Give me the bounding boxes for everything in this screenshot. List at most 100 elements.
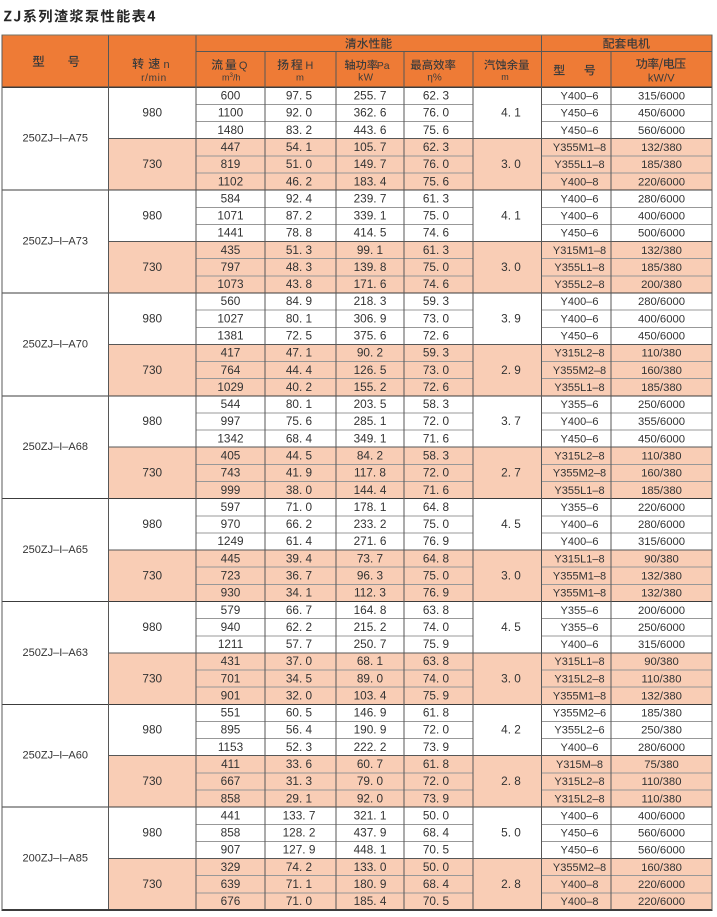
svg-text:544: 544: [221, 397, 241, 411]
svg-text:Y450–6: Y450–6: [561, 433, 599, 445]
svg-text:Y400–6: Y400–6: [561, 313, 599, 325]
svg-text:315/6000: 315/6000: [638, 639, 685, 651]
svg-text:72. 5: 72. 5: [286, 329, 313, 343]
svg-text:Y355–6: Y355–6: [561, 502, 599, 514]
svg-text:250/380: 250/380: [641, 725, 682, 737]
svg-text:60. 5: 60. 5: [286, 706, 313, 720]
svg-text:250ZJ–I–A60: 250ZJ–I–A60: [23, 750, 88, 762]
svg-text:74. 6: 74. 6: [423, 277, 450, 291]
svg-text:32. 0: 32. 0: [286, 688, 313, 702]
svg-text:239. 7: 239. 7: [354, 191, 387, 205]
svg-text:110/380: 110/380: [642, 673, 682, 685]
svg-text:321. 1: 321. 1: [354, 808, 387, 822]
svg-text:597: 597: [221, 500, 241, 514]
svg-text:68. 4: 68. 4: [423, 877, 450, 891]
svg-text:411: 411: [221, 757, 240, 771]
svg-text:103. 4: 103. 4: [354, 688, 387, 702]
svg-text:60. 7: 60. 7: [357, 757, 383, 771]
svg-text:128. 2: 128. 2: [283, 826, 316, 840]
svg-text:Y400–6: Y400–6: [561, 810, 599, 822]
svg-text:Y355M1–8: Y355M1–8: [553, 690, 606, 702]
svg-text:Y355–6: Y355–6: [561, 622, 599, 634]
svg-text:34. 5: 34. 5: [286, 671, 313, 685]
svg-text:41. 9: 41. 9: [286, 466, 312, 480]
svg-text:39. 4: 39. 4: [286, 551, 313, 565]
svg-text:75. 6: 75. 6: [423, 174, 450, 188]
svg-text:4. 1: 4. 1: [501, 106, 521, 120]
svg-text:87. 2: 87. 2: [286, 209, 312, 223]
svg-text:72. 6: 72. 6: [423, 329, 450, 343]
svg-text:907: 907: [221, 843, 241, 857]
svg-text:349. 1: 349. 1: [354, 431, 387, 445]
svg-text:5. 0: 5. 0: [501, 826, 521, 840]
svg-text:Y315M1–8: Y315M1–8: [553, 245, 606, 257]
svg-text:Y355M2–6: Y355M2–6: [553, 708, 606, 720]
svg-text:980: 980: [142, 209, 162, 223]
svg-text:Y450–6: Y450–6: [561, 228, 599, 240]
svg-text:127. 9: 127. 9: [283, 843, 316, 857]
svg-text:97. 5: 97. 5: [286, 89, 313, 103]
svg-text:51. 3: 51. 3: [286, 243, 313, 257]
svg-text:73. 0: 73. 0: [423, 363, 450, 377]
svg-text:980: 980: [142, 311, 162, 325]
svg-text:218. 3: 218. 3: [354, 294, 387, 308]
svg-text:1249: 1249: [217, 534, 243, 548]
svg-text:280/6000: 280/6000: [638, 296, 685, 308]
svg-text:70. 5: 70. 5: [423, 894, 450, 908]
svg-text:Y315L2–8: Y315L2–8: [554, 451, 604, 463]
svg-text:76. 0: 76. 0: [423, 106, 450, 120]
svg-text:Y450–6: Y450–6: [561, 845, 599, 857]
svg-text:895: 895: [221, 723, 241, 737]
svg-text:Y355–6: Y355–6: [561, 399, 599, 411]
svg-text:160/380: 160/380: [641, 468, 682, 480]
svg-text:1027: 1027: [217, 311, 243, 325]
svg-text:r/min: r/min: [141, 73, 167, 84]
svg-text:250ZJ–I–A63: 250ZJ–I–A63: [23, 647, 88, 659]
svg-text:66. 7: 66. 7: [286, 603, 312, 617]
svg-text:Q: Q: [239, 60, 248, 72]
svg-text:61. 3: 61. 3: [423, 243, 450, 257]
svg-text:250ZJ–I–A68: 250ZJ–I–A68: [23, 441, 88, 453]
svg-text:220/6000: 220/6000: [638, 176, 685, 188]
svg-text:560/6000: 560/6000: [638, 125, 685, 137]
svg-text:37. 0: 37. 0: [286, 654, 313, 668]
svg-text:579: 579: [221, 603, 241, 617]
svg-text:76. 9: 76. 9: [423, 586, 449, 600]
svg-text:858: 858: [221, 791, 241, 805]
svg-text:2. 7: 2. 7: [501, 466, 521, 480]
svg-text:280/6000: 280/6000: [638, 742, 685, 754]
svg-text:730: 730: [142, 568, 162, 582]
svg-text:75. 9: 75. 9: [423, 688, 449, 702]
svg-text:185/380: 185/380: [641, 382, 682, 394]
svg-text:Y450–6: Y450–6: [561, 331, 599, 343]
svg-text:132/380: 132/380: [641, 570, 682, 582]
svg-text:Y355L1–8: Y355L1–8: [554, 382, 604, 394]
svg-text:441: 441: [221, 808, 241, 822]
svg-text:355/6000: 355/6000: [638, 416, 685, 428]
svg-text:2. 8: 2. 8: [501, 877, 521, 891]
svg-text:Y355M2–8: Y355M2–8: [553, 365, 606, 377]
svg-text:730: 730: [142, 157, 162, 171]
svg-text:930: 930: [221, 586, 241, 600]
svg-text:178. 1: 178. 1: [354, 500, 387, 514]
svg-text:819: 819: [221, 157, 241, 171]
svg-text:Y355M1–8: Y355M1–8: [553, 588, 606, 600]
svg-text:220/6000: 220/6000: [638, 896, 685, 908]
svg-text:132/380: 132/380: [641, 690, 682, 702]
svg-text:447: 447: [221, 140, 241, 154]
svg-text:71. 0: 71. 0: [286, 500, 313, 514]
svg-text:75. 0: 75. 0: [423, 517, 450, 531]
svg-text:285. 1: 285. 1: [354, 414, 387, 428]
svg-text:Y400–8: Y400–8: [561, 896, 599, 908]
svg-text:Y355L2–8: Y355L2–8: [554, 279, 604, 291]
svg-text:560/6000: 560/6000: [638, 845, 685, 857]
svg-text:75. 6: 75. 6: [423, 123, 450, 137]
svg-text:215. 2: 215. 2: [354, 620, 387, 634]
svg-text:56. 4: 56. 4: [286, 723, 313, 737]
svg-text:74. 2: 74. 2: [286, 860, 312, 874]
svg-text:233. 2: 233. 2: [354, 517, 387, 531]
svg-text:3. 9: 3. 9: [501, 311, 521, 325]
svg-text:Y400–6: Y400–6: [561, 639, 599, 651]
svg-text:797: 797: [221, 260, 241, 274]
svg-text:92. 0: 92. 0: [286, 106, 313, 120]
